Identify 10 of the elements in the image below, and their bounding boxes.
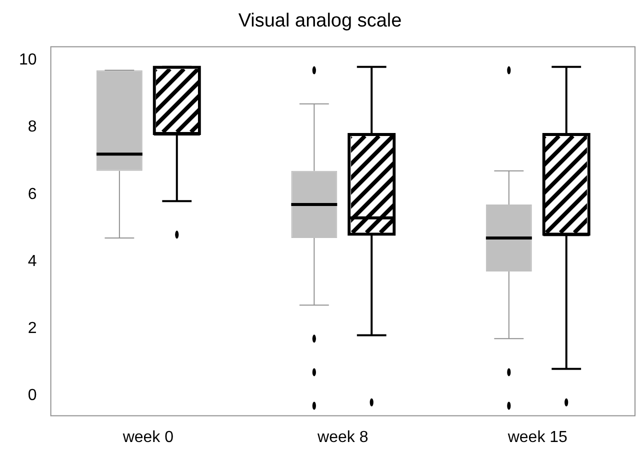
chart-title: Visual analog scale <box>238 10 402 32</box>
y-tick-label: 8 <box>28 118 37 136</box>
y-tick-label: 2 <box>28 320 37 337</box>
y-tick-label: 10 <box>19 52 37 69</box>
y-tick-label: 6 <box>28 186 37 203</box>
x-tick-label: week 15 <box>506 428 568 446</box>
y-tick-label: 0 <box>28 387 37 404</box>
x-tick-label: week 0 <box>122 428 174 446</box>
y-tick-label: 4 <box>28 252 37 270</box>
x-tick-label: week 8 <box>316 428 368 446</box>
